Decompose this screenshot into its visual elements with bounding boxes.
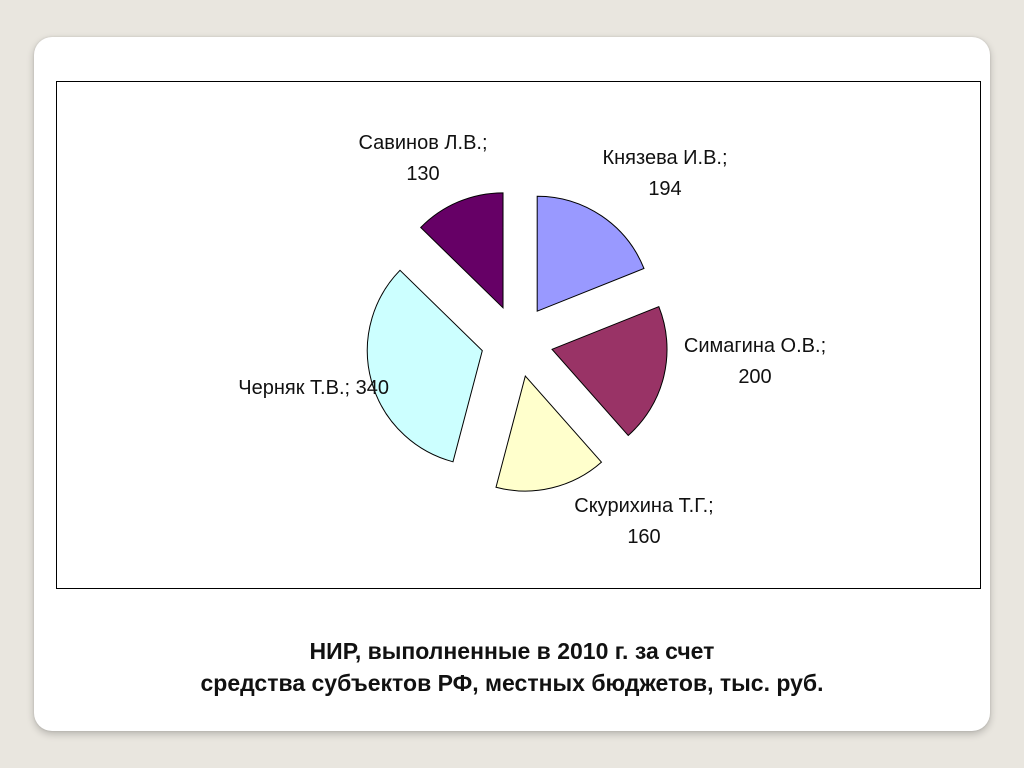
pie-slice [366,269,483,463]
pie-slice [420,192,504,310]
slice-label-line: 160 [627,526,660,548]
pie-slice [536,195,645,312]
slice-label-line: Савинов Л.В.; [358,132,487,154]
slice-label: Скурихина Т.Г.; 160 [574,495,713,548]
caption-line-2: средства субъектов РФ, местных бюджетов,… [200,670,824,696]
slice-label-line: 130 [406,163,439,185]
slice-label: Савинов Л.В.; 130 [358,132,487,185]
slice-label: Черняк Т.В.; 340 [238,377,389,399]
pie-chart-frame: Князева И.В.; 194 Симагина О.В.; 200 Скурихи… [56,81,981,589]
slice-label-line: Черняк Т.В.; 340 [238,377,389,399]
caption-line-1: НИР, выполненные в 2010 г. за счет [309,638,715,664]
pie-chart: Князева И.В.; 194 Симагина О.В.; 200 Скурихи… [238,132,826,548]
slice-label-line: 194 [648,178,681,200]
slice-label: Симагина О.В.; 200 [684,335,826,388]
slice-label-line: Скурихина Т.Г.; [574,495,713,517]
slice-label-line: Князева И.В.; [602,147,727,169]
slide: Князева И.В.; 194 Симагина О.В.; 200 Скурихи… [34,37,990,731]
chart-caption: НИР, выполненные в 2010 г. за счет средс… [34,635,990,699]
slice-label-line: 200 [738,366,771,388]
slice-label-line: Симагина О.В.; [684,335,826,357]
slice-label: Князева И.В.; 194 [602,147,727,200]
pie-slice [495,374,603,492]
pie-slice [551,305,668,437]
